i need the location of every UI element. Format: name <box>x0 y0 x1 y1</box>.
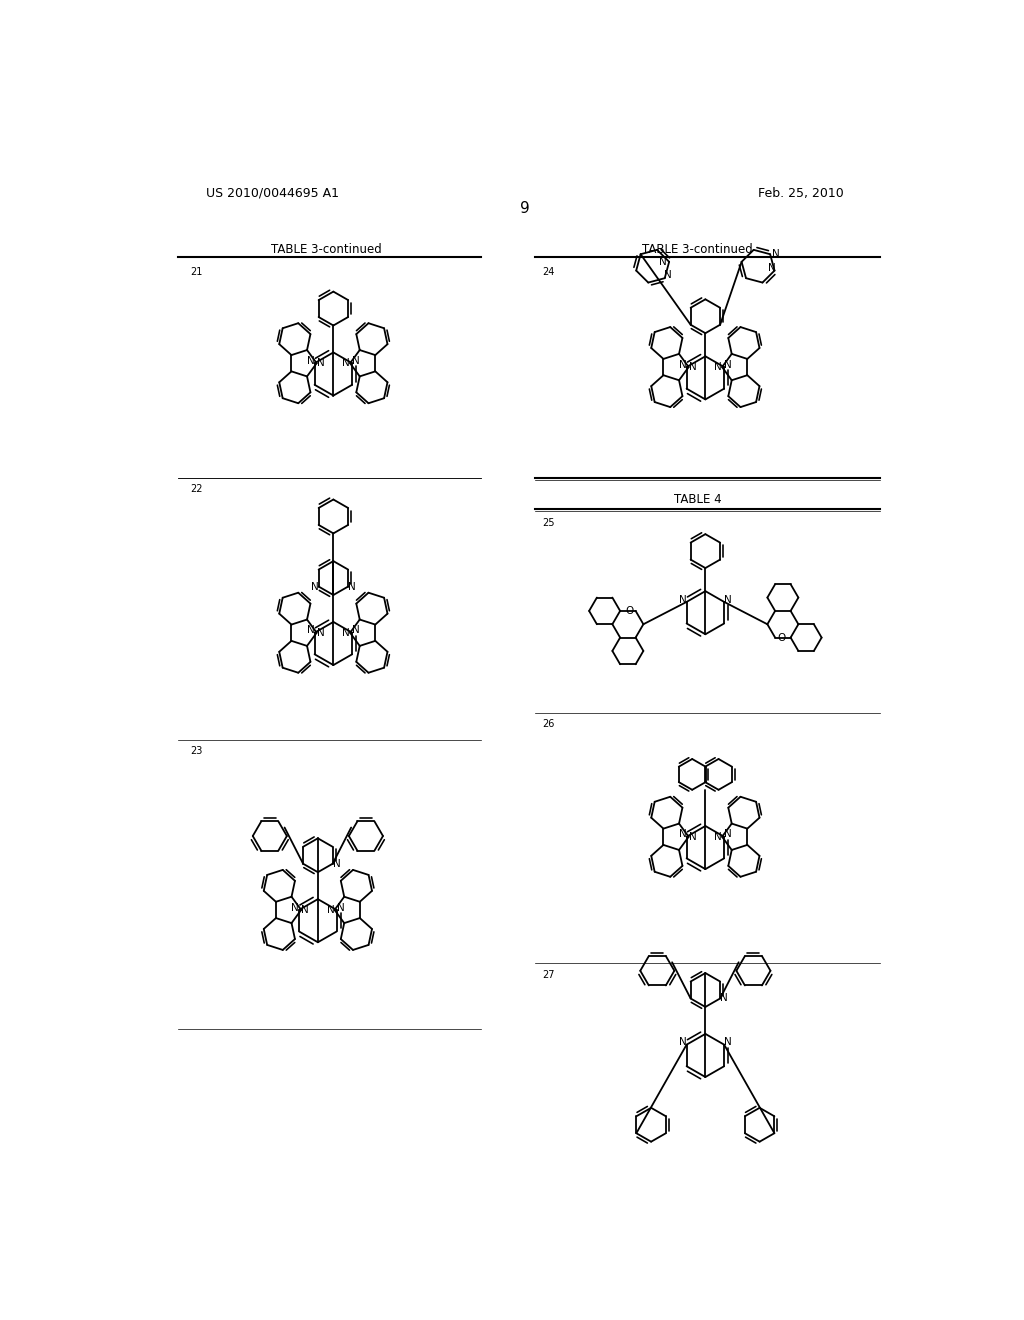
Text: N: N <box>342 358 350 368</box>
Text: N: N <box>768 263 775 272</box>
Text: N: N <box>679 829 686 840</box>
Text: 9: 9 <box>520 201 529 216</box>
Text: TABLE 3-continued: TABLE 3-continued <box>642 243 753 256</box>
Text: N: N <box>316 358 325 368</box>
Text: US 2010/0044695 A1: US 2010/0044695 A1 <box>206 186 339 199</box>
Text: N: N <box>327 906 335 915</box>
Text: O: O <box>626 606 634 616</box>
Text: N: N <box>311 582 318 591</box>
Text: TABLE 3-continued: TABLE 3-continued <box>271 243 382 256</box>
Text: N: N <box>291 903 299 912</box>
Text: 21: 21 <box>190 268 203 277</box>
Text: Feb. 25, 2010: Feb. 25, 2010 <box>759 186 844 199</box>
Text: N: N <box>724 360 732 370</box>
Text: N: N <box>724 829 732 840</box>
Text: N: N <box>679 594 686 605</box>
Text: N: N <box>679 360 686 370</box>
Text: N: N <box>352 356 360 366</box>
Text: N: N <box>689 362 696 372</box>
Text: N: N <box>659 257 667 267</box>
Text: 22: 22 <box>190 484 203 495</box>
Text: N: N <box>724 1038 732 1047</box>
Text: N: N <box>679 1038 686 1047</box>
Text: N: N <box>342 628 350 638</box>
Text: N: N <box>306 626 314 635</box>
Text: N: N <box>348 582 356 591</box>
Text: N: N <box>720 994 728 1003</box>
Text: N: N <box>337 903 344 912</box>
Text: N: N <box>689 832 696 842</box>
Text: N: N <box>715 832 722 842</box>
Text: TABLE 4: TABLE 4 <box>674 492 722 506</box>
Text: N: N <box>306 356 314 366</box>
Text: 27: 27 <box>543 970 555 979</box>
Text: O: O <box>777 632 785 643</box>
Text: N: N <box>715 362 722 372</box>
Text: 24: 24 <box>543 268 555 277</box>
Text: 23: 23 <box>190 746 203 756</box>
Text: N: N <box>301 906 309 915</box>
Text: 25: 25 <box>543 517 555 528</box>
Text: N: N <box>316 628 325 638</box>
Text: N: N <box>352 626 360 635</box>
Text: N: N <box>333 859 340 869</box>
Text: 26: 26 <box>543 719 555 730</box>
Text: N: N <box>724 594 732 605</box>
Text: N: N <box>664 271 672 280</box>
Text: N: N <box>772 249 780 259</box>
